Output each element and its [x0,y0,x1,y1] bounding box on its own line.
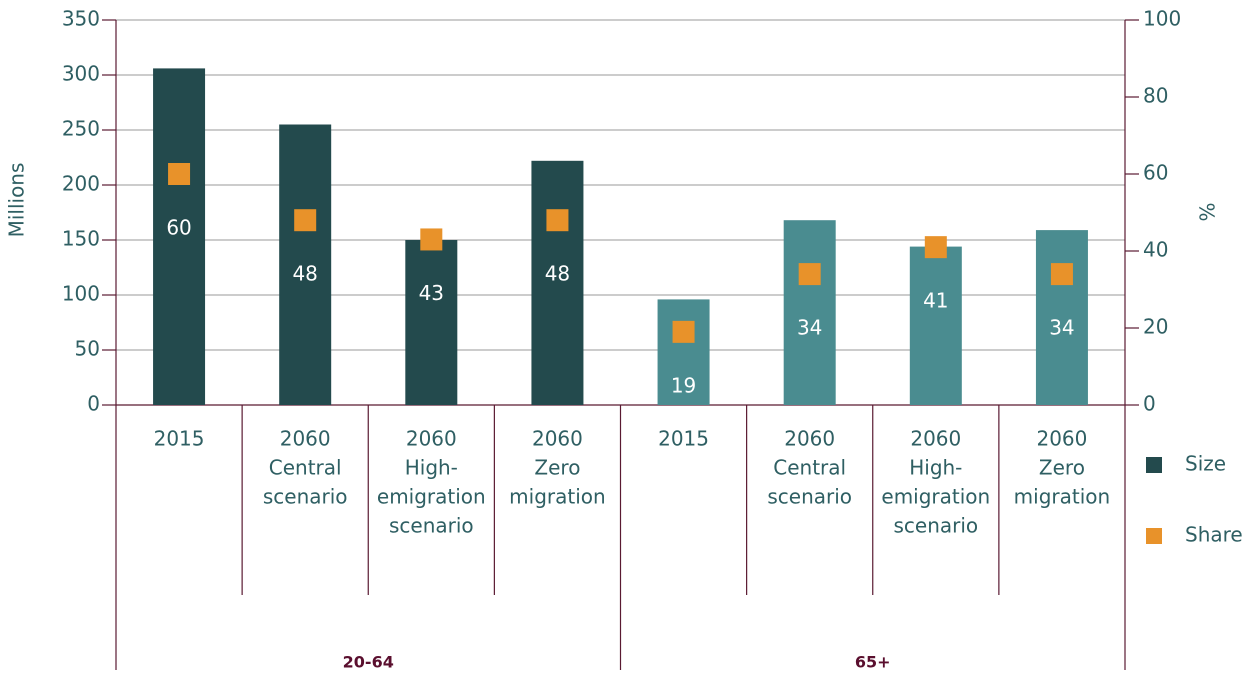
x-tick-label: 2060 [406,427,457,451]
y2-tick-label: 40 [1143,238,1168,262]
bar [657,299,710,405]
y-tick-label: 100 [62,282,100,306]
x-tick-label: High- [909,456,962,480]
y2-tick-label: 20 [1143,315,1168,339]
x-tick-label: 2060 [910,427,961,451]
share-marker [798,263,821,286]
x-tick-label: High- [405,456,458,480]
legend-swatch [1146,528,1162,544]
y-tick-label: 300 [62,62,100,86]
data-label: 41 [923,289,948,313]
y2-axis-label: % [1195,202,1219,221]
x-tick-label: Central [773,456,846,480]
y-tick-label: 250 [62,117,100,141]
x-tick-label: 2060 [280,427,331,451]
bar [909,246,962,405]
y2-tick-label: 0 [1143,392,1156,416]
share-marker [168,163,191,185]
x-tick-label: 2015 [658,427,709,451]
x-tick-label: 2015 [154,427,205,451]
share-marker [1050,263,1073,286]
bar [279,124,332,405]
x-tick-label: 2060 [784,427,835,451]
bar [531,160,584,405]
data-label: 48 [545,262,570,286]
y2-tick-label: 60 [1143,161,1168,185]
y-tick-label: 0 [87,392,100,416]
y2-tick-label: 80 [1143,84,1168,108]
x-tick-label: migration [1014,485,1111,509]
y-tick-label: 200 [62,172,100,196]
group-label: 65+ [855,653,891,672]
legend-label: Size [1185,452,1226,476]
share-marker [672,320,695,343]
x-tick-label: 2060 [1036,427,1087,451]
bar [783,220,836,405]
bar [1035,230,1088,405]
data-label: 19 [671,373,696,397]
y-tick-label: 50 [75,337,100,361]
share-marker [420,228,443,251]
data-label: 48 [292,262,317,286]
x-tick-label: Central [269,456,342,480]
x-tick-label: Zero [534,456,580,480]
group-label: 20-64 [343,653,394,672]
x-tick-label: 2060 [532,427,583,451]
data-label: 34 [797,316,822,340]
y-tick-label: 150 [62,227,100,251]
y2-tick-label: 100 [1143,7,1181,31]
y-axis-label: Millions [5,163,29,238]
x-tick-label: emigration [881,485,990,509]
x-tick-label: scenario [389,514,474,538]
legend-label: Share [1185,523,1243,547]
x-tick-label: migration [509,485,606,509]
y-tick-label: 350 [62,7,100,31]
share-marker [924,236,947,259]
x-tick-label: scenario [893,514,978,538]
x-tick-label: Zero [1039,456,1085,480]
bar [153,68,206,406]
x-tick-label: emigration [377,485,486,509]
share-marker [294,209,317,232]
bar [405,240,458,405]
legend-swatch [1146,457,1162,473]
x-tick-label: scenario [767,485,852,509]
share-marker [546,209,569,232]
data-label: 34 [1049,316,1074,340]
data-label: 43 [419,281,444,305]
x-tick-label: scenario [263,485,348,509]
data-label: 60 [166,216,191,240]
